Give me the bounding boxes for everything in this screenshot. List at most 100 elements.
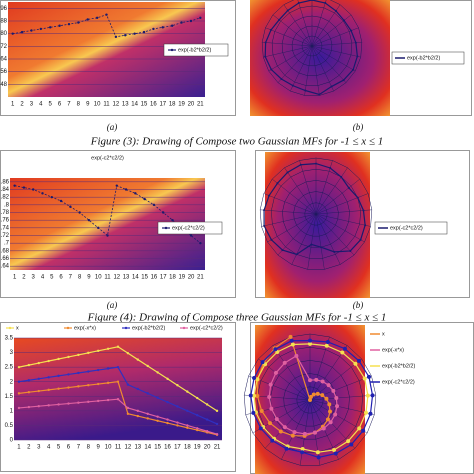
point <box>17 365 21 369</box>
spoke <box>267 213 317 243</box>
x-tick-label: 7 <box>67 102 71 108</box>
y-tick-label: 2 <box>10 379 14 385</box>
point <box>328 420 333 425</box>
legend-marker <box>170 48 174 52</box>
point <box>87 370 90 373</box>
point <box>143 197 146 201</box>
radial-grid <box>301 35 323 57</box>
x-tick-label: 11 <box>115 445 122 451</box>
legend-label: exp(-c2*c2/2) <box>190 325 223 331</box>
point <box>361 428 366 433</box>
y-tick-label: .82 <box>1 195 10 201</box>
y-tick-label: .56 <box>0 69 8 75</box>
spoke <box>307 213 317 270</box>
point <box>273 347 278 352</box>
legend-label: x <box>382 331 385 337</box>
point <box>363 410 368 415</box>
point <box>332 447 337 452</box>
point <box>248 393 253 398</box>
x-tick-label: 5 <box>49 102 53 108</box>
point <box>106 347 110 350</box>
point <box>268 382 273 387</box>
x-tick-label: 4 <box>47 445 51 451</box>
y-tick-label: 0 <box>10 438 14 444</box>
point <box>324 396 329 401</box>
x-tick-label: 6 <box>67 445 71 451</box>
point <box>362 209 365 212</box>
point <box>134 192 137 195</box>
point <box>325 417 330 422</box>
point <box>308 394 313 399</box>
point <box>196 396 199 400</box>
legend-marker <box>164 226 168 230</box>
spoke <box>272 178 317 215</box>
point <box>347 186 350 189</box>
point <box>57 403 60 406</box>
x-tick-label: 2 <box>20 102 24 108</box>
radial-grid <box>293 191 339 237</box>
spoke <box>299 160 317 215</box>
chart-title: exp(-c2*c2/2) <box>91 155 124 161</box>
point <box>330 85 333 88</box>
point <box>136 387 140 391</box>
spoke <box>311 45 334 92</box>
point <box>166 377 169 380</box>
spoke <box>315 213 341 265</box>
point <box>267 421 272 426</box>
sublabel: (b) <box>353 122 364 132</box>
point <box>87 218 91 222</box>
radial-grid <box>257 346 363 453</box>
y-tick-label: .84 <box>1 187 10 193</box>
point <box>264 41 267 44</box>
point <box>27 363 31 367</box>
point <box>252 376 257 381</box>
x-tick-label: 5 <box>50 275 54 281</box>
point <box>340 175 343 178</box>
point <box>365 393 370 398</box>
point <box>133 32 136 35</box>
point <box>186 390 189 393</box>
x-tick-label: 5 <box>57 445 61 451</box>
x-tick-label: 2 <box>22 275 26 281</box>
spoke <box>304 45 313 96</box>
legend-marker <box>124 326 128 330</box>
point <box>196 428 199 432</box>
point <box>359 238 362 241</box>
legend-label: exp(-b2*b2/2) <box>132 325 165 331</box>
point <box>176 421 179 424</box>
x-tick-label: 6 <box>58 102 62 108</box>
point <box>326 383 331 388</box>
legend-label: exp(-b2*b2/2) <box>178 47 211 53</box>
point <box>356 55 359 58</box>
point <box>116 345 120 348</box>
point <box>334 9 337 12</box>
x-tick-label: 8 <box>77 102 81 108</box>
x-tick-label: 8 <box>78 275 82 281</box>
point <box>290 433 295 438</box>
radial-grid <box>291 25 333 67</box>
x-tick-label: 19 <box>194 445 201 451</box>
point <box>186 426 189 429</box>
point <box>286 9 289 12</box>
spoke <box>315 193 369 215</box>
x-tick-label: 1 <box>17 445 21 451</box>
y-tick-label: 3.5 <box>5 336 14 342</box>
point <box>215 422 219 426</box>
radial-grid <box>283 373 337 427</box>
x-tick-label: 15 <box>154 445 161 451</box>
spoke <box>277 213 317 256</box>
point <box>320 393 325 398</box>
point <box>106 398 110 402</box>
point <box>126 406 130 410</box>
y-tick-label: .8 <box>4 202 10 208</box>
figure-caption: Figure (3): Drawing of Compose two Gauss… <box>90 136 383 148</box>
point <box>146 364 149 368</box>
y-tick-label: 2.5 <box>5 365 14 371</box>
point <box>152 203 156 207</box>
x-tick-label: 2 <box>27 445 31 451</box>
point <box>124 188 128 191</box>
point <box>215 409 219 413</box>
point <box>263 224 266 227</box>
point <box>17 392 21 395</box>
